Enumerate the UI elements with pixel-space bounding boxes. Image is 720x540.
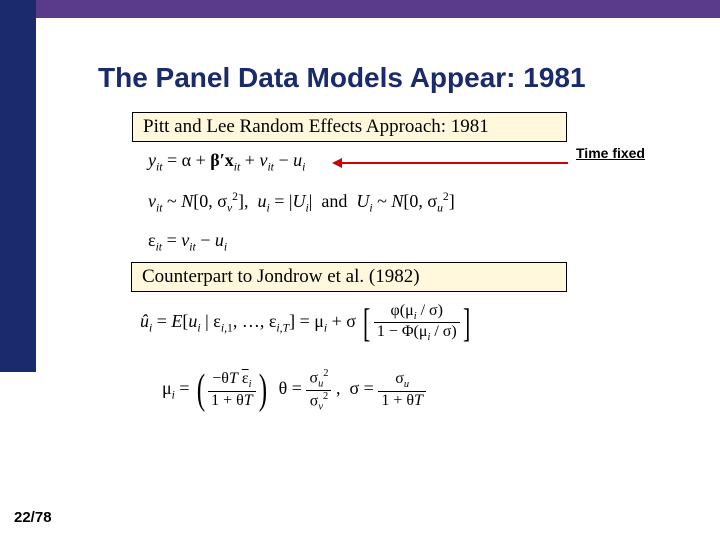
page-number: 22/78 [14,509,52,526]
equation-3: εit = vit − ui [148,230,227,254]
heading-box-2: Counterpart to Jondrow et al. (1982) [131,262,567,292]
slide-title: The Panel Data Models Appear: 1981 [98,62,586,94]
equation-1: yit = α + β′xit + vit − ui [148,150,305,174]
heading-box-1: Pitt and Lee Random Effects Approach: 19… [132,112,567,142]
equation-2: vit ~ N[0, σv2], ui = |Ui| and Ui ~ N[0,… [148,190,455,215]
arrow-head [332,158,342,168]
left-accent-bar [0,0,36,372]
equation-5: μi = (−θT εi1 + θT) θ = σu2σv2 , σ = σu1… [162,368,426,412]
time-fixed-label: Time fixed [576,145,645,161]
arrow-line [338,162,568,164]
top-accent-bar [0,0,720,18]
equation-4: ûi = E[ui | εi,1, …, εi,T] = μi + σ [φ(μ… [140,302,473,343]
